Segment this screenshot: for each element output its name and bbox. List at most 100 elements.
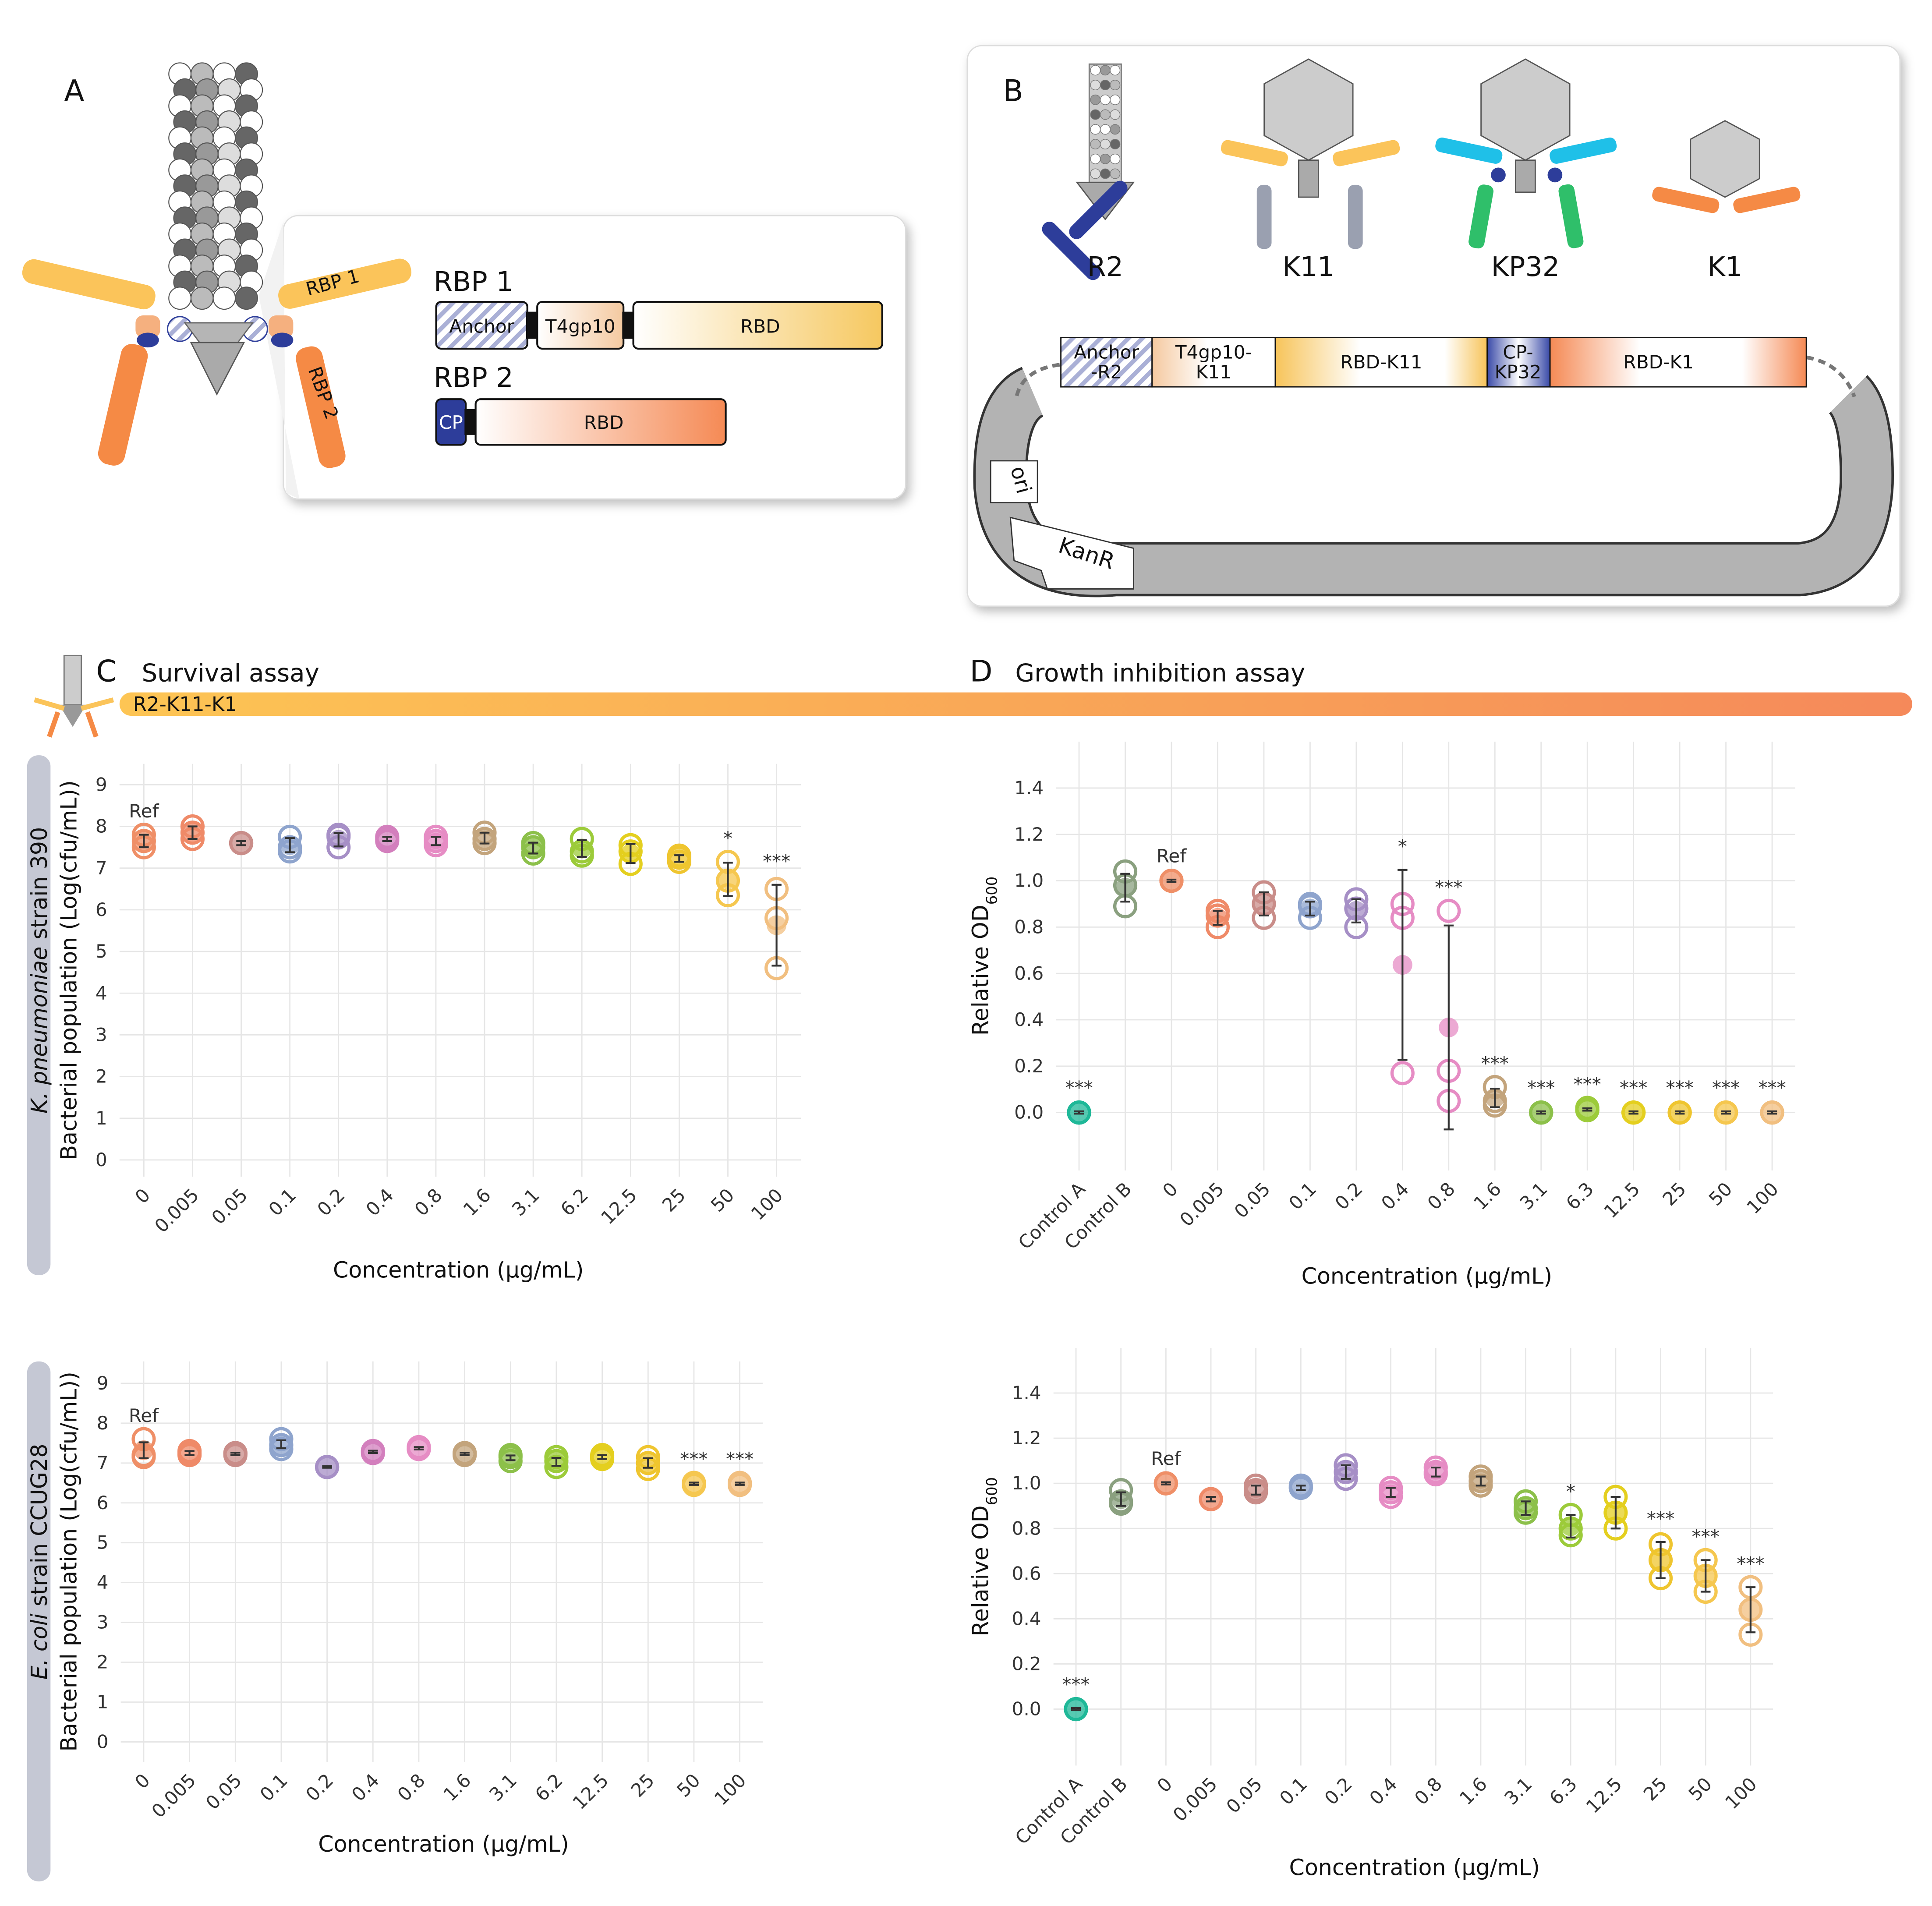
y-tick-label: 3 — [97, 1612, 109, 1633]
x-tick-label: 0 — [1158, 1178, 1182, 1202]
strain-bar — [27, 755, 51, 1275]
y-tick-label: 1.2 — [1014, 824, 1044, 845]
error-bar — [1745, 1586, 1756, 1634]
tail-subunit — [1090, 124, 1101, 135]
x-tick-label: 25 — [1658, 1178, 1690, 1210]
replicate-point — [180, 820, 205, 845]
error-bar — [771, 884, 782, 967]
error-bar — [689, 1482, 699, 1486]
tail-subunit — [190, 286, 214, 310]
error-bar — [1490, 1088, 1500, 1108]
panel-label: A — [64, 74, 84, 108]
panel-title: Survival assay — [142, 659, 319, 687]
replicate-point — [1244, 1478, 1268, 1503]
x-tick-label: 1.6 — [459, 1184, 495, 1220]
y-axis-label: Relative OD600 — [968, 1477, 1001, 1636]
x-tick-label: 100 — [1742, 1178, 1783, 1218]
x-tick-label: 6.2 — [531, 1769, 567, 1805]
y-tick-label: 0 — [96, 1149, 107, 1170]
phage-name: K11 — [1282, 251, 1334, 283]
error-bar — [1721, 1110, 1731, 1115]
y-tick-label: 5 — [96, 941, 107, 962]
error-bar — [479, 831, 490, 845]
y-axis-label: Bacterial population (Log(cfu/mL)) — [56, 780, 81, 1160]
x-tick-label: 12.5 — [569, 1769, 613, 1814]
replicate-point — [1423, 1460, 1448, 1484]
strain-rest: strain CCUG28 — [26, 1443, 52, 1613]
x-tick-label: 12.5 — [1582, 1773, 1626, 1818]
significance-label: Ref — [129, 1405, 159, 1426]
phage-name: KP32 — [1491, 251, 1560, 283]
domain-label: Anchor — [449, 315, 514, 337]
x-axis-label: Concentration (µg/mL) — [1302, 1263, 1552, 1289]
x-tick-label: 0.8 — [1423, 1178, 1459, 1214]
y-tick-label: 5 — [97, 1532, 109, 1553]
significance-label: *** — [1062, 1674, 1090, 1695]
error-bar — [1251, 1485, 1261, 1496]
error-bar — [723, 862, 733, 897]
tail-subunit — [1100, 94, 1111, 105]
plot-area — [119, 764, 801, 1177]
tail-subunit — [1100, 109, 1111, 120]
replicate-point — [1390, 1061, 1415, 1086]
replicate-point — [131, 829, 156, 853]
tail-subunit — [212, 286, 236, 310]
error-bar — [1431, 1466, 1441, 1478]
x-tick-label: 12.5 — [1600, 1178, 1644, 1222]
y-tick-label: 8 — [97, 1412, 109, 1434]
y-tick-label: 9 — [97, 1372, 109, 1394]
y-tick-label: 2 — [96, 1066, 107, 1087]
error-bar — [1116, 1491, 1126, 1507]
significance-label: * — [1566, 1481, 1575, 1502]
error-bar — [597, 1454, 607, 1460]
error-bar — [276, 1439, 287, 1450]
x-tick-label: 0.2 — [301, 1769, 337, 1805]
replicate-point — [1067, 1100, 1091, 1125]
tail-subunit — [1110, 139, 1121, 150]
panel-title: Growth inhibition assay — [1016, 659, 1306, 687]
y-tick-label: 1 — [97, 1691, 109, 1713]
x-tick-label: 12.5 — [597, 1184, 641, 1228]
error-bar — [1161, 1481, 1171, 1485]
panel-label: B — [1003, 74, 1023, 108]
replicate-point — [229, 831, 254, 856]
strain-label: E. coli strain CCUG28 — [26, 1443, 52, 1680]
x-tick-label: 1.6 — [1469, 1178, 1505, 1214]
tail-fibers — [22, 258, 412, 468]
significance-label: *** — [1712, 1077, 1740, 1099]
strain-italic: E. coli — [26, 1613, 52, 1680]
x-tick-label: 0.05 — [202, 1769, 246, 1814]
plot-area — [120, 1361, 763, 1762]
construct-label: RBD-K1 — [1623, 351, 1693, 373]
significance-label: *** — [726, 1448, 754, 1470]
rbp-title: RBP 2 — [434, 362, 513, 393]
y-tick-label: 0.2 — [1014, 1055, 1044, 1077]
tail-subunit — [1100, 168, 1111, 179]
significance-label: * — [1398, 835, 1407, 857]
significance-label: *** — [1737, 1553, 1764, 1574]
x-tick-label: 6.2 — [556, 1184, 592, 1220]
x-tick-label: 0.8 — [1410, 1773, 1446, 1809]
x-tick-label: 0.4 — [1377, 1178, 1413, 1214]
tail-subunit — [1110, 124, 1121, 135]
construct-label: RBD-K11 — [1340, 351, 1422, 373]
x-tick-label: 50 — [1705, 1178, 1737, 1210]
panel-b-box — [966, 45, 1901, 607]
phage-name: R2 — [1087, 251, 1123, 283]
replicate-point — [177, 1441, 202, 1465]
tail-subunit — [1090, 94, 1101, 105]
error-bar — [333, 832, 343, 848]
y-tick-label: 0.8 — [1012, 1517, 1041, 1539]
y-tick-label: 0.4 — [1012, 1608, 1041, 1629]
error-bar — [139, 834, 149, 849]
tail-subunit — [1100, 153, 1111, 164]
error-bar — [1386, 1487, 1396, 1498]
x-tick-label: 0.8 — [410, 1184, 446, 1220]
x-tick-label: 3.1 — [508, 1184, 544, 1220]
replicate-point — [1437, 898, 1461, 923]
error-bar — [236, 840, 246, 846]
replicate-point — [1379, 1480, 1403, 1505]
error-bar — [285, 837, 295, 853]
